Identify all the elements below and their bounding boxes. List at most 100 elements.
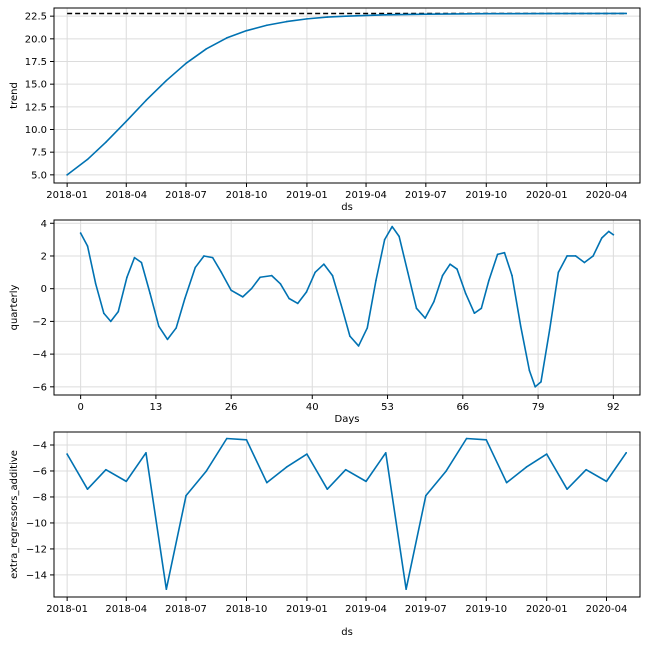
data-point	[391, 225, 393, 228]
y-tick-label: 4	[41, 219, 47, 230]
data-point	[545, 453, 548, 455]
y-tick-label: −6	[32, 382, 47, 393]
y-tick-label: 20.0	[25, 34, 47, 45]
x-tick-label: 2019-07	[405, 190, 447, 201]
x-tick-label: 2018-04	[105, 190, 147, 201]
data-point	[250, 287, 253, 290]
y-axis-label: trend	[9, 82, 20, 109]
data-point	[548, 328, 551, 331]
y-tick-label: −8	[32, 492, 47, 503]
data-point	[245, 29, 248, 32]
data-point	[433, 300, 435, 303]
x-tick-label: 2019-04	[345, 190, 387, 201]
data-point	[211, 256, 214, 259]
data-point	[505, 481, 508, 484]
x-tick-label: 53	[381, 402, 394, 413]
data-point	[285, 20, 288, 23]
x-tick-label: 2020-04	[586, 190, 628, 201]
data-point	[464, 292, 467, 295]
data-point	[425, 13, 427, 15]
data-point	[503, 251, 506, 254]
y-tick-label: 0	[41, 284, 47, 295]
x-tick-label: 2020-01	[526, 190, 568, 201]
x-tick-label: 26	[225, 402, 238, 413]
plot-frame	[53, 7, 641, 184]
data-point	[323, 263, 325, 265]
data-point	[592, 255, 594, 257]
y-tick-label: −14	[26, 570, 47, 581]
y-axis-label: quarterly	[9, 285, 20, 331]
data-point	[225, 37, 228, 39]
data-point	[566, 488, 568, 490]
x-tick-label: 40	[306, 402, 319, 413]
data-point	[534, 386, 536, 388]
data-point	[175, 327, 177, 329]
y-tick-label: 7.5	[31, 148, 47, 159]
data-point	[384, 14, 387, 16]
data-point	[441, 274, 444, 277]
quarterly-panel: 0 13 26 40 53 66 79 92 −6 −4 −2 0 2 4 Days quarterly	[9, 219, 641, 425]
x-tick-label: 2018-07	[165, 190, 207, 201]
x-tick-label: 2019-01	[286, 604, 328, 615]
data-point	[79, 232, 82, 234]
data-point	[117, 310, 120, 313]
data-point	[306, 18, 308, 20]
data-point	[344, 15, 347, 17]
data-point	[365, 480, 367, 483]
data-point	[326, 488, 329, 490]
data-point	[449, 263, 451, 265]
data-point	[488, 279, 490, 282]
data-point	[105, 141, 107, 143]
y-tick-label: −10	[26, 518, 47, 529]
data-point	[184, 297, 186, 300]
data-point	[424, 317, 426, 319]
data-point	[86, 488, 89, 490]
extra-regressors-panel: 2018-01 2018-04 2018-07 2018-10 2019-01 2019-…	[9, 431, 641, 638]
data-point	[270, 274, 273, 277]
data-point	[405, 588, 407, 590]
plot-frame	[53, 431, 641, 598]
data-point	[566, 255, 568, 257]
x-tick-label: 2018-10	[226, 190, 268, 201]
data-point	[357, 345, 360, 347]
data-point	[126, 276, 128, 279]
x-axis-label: ds	[341, 202, 353, 213]
data-point	[185, 62, 187, 65]
data-point	[456, 268, 458, 270]
data-point	[194, 266, 197, 269]
data-point	[245, 439, 248, 441]
y-tick-label: 10.0	[25, 125, 47, 136]
data-point	[525, 466, 528, 468]
data-point	[140, 261, 143, 264]
y-tick-label: −2	[32, 317, 47, 328]
data-point	[105, 468, 107, 471]
data-point	[375, 279, 377, 282]
x-tick-label: 2019-07	[405, 604, 447, 615]
series-line	[79, 225, 615, 388]
data-point	[326, 16, 329, 18]
trend-panel: 2018-01 2018-04 2018-07 2018-10 2019-01 2019-…	[9, 7, 641, 213]
data-point	[125, 120, 128, 123]
data-point	[415, 307, 418, 310]
data-point	[605, 480, 608, 483]
data-point	[485, 12, 488, 15]
data-point	[625, 12, 627, 15]
data-point	[165, 79, 168, 82]
x-tick-label: 92	[607, 402, 620, 413]
data-point	[496, 253, 499, 256]
data-point	[557, 271, 560, 274]
data-point	[349, 335, 351, 337]
x-tick-label: 2018-04	[105, 604, 147, 615]
data-point	[266, 481, 268, 484]
data-point	[384, 451, 387, 454]
data-point	[519, 325, 522, 328]
data-point	[279, 282, 282, 285]
data-point	[445, 470, 448, 472]
x-tick-label: 2020-04	[586, 604, 628, 615]
x-tick-label: 2019-04	[345, 604, 387, 615]
x-tick-label: 66	[456, 402, 469, 413]
data-point	[166, 338, 169, 341]
data-point	[149, 292, 151, 295]
data-point	[103, 312, 105, 315]
